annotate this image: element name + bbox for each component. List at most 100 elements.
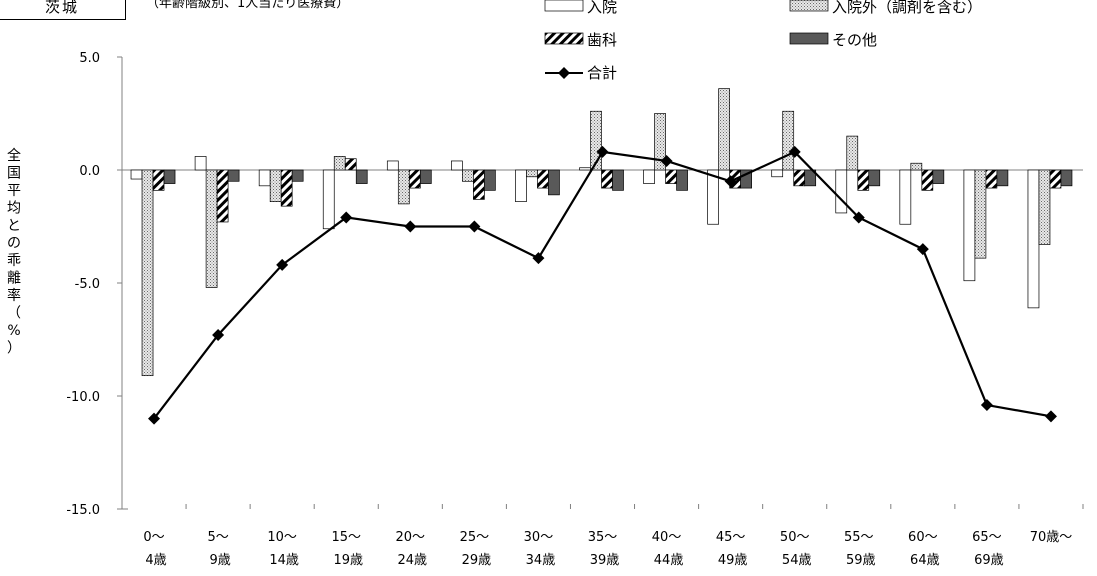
total-marker bbox=[788, 145, 801, 158]
bar-dotted bbox=[141, 169, 154, 377]
bar-dotted bbox=[910, 162, 923, 171]
y-axis-title-char: ） bbox=[7, 341, 21, 357]
y-axis-title-char: 乖 bbox=[7, 253, 21, 269]
legend-swatch-white bbox=[544, 0, 584, 12]
bar-hatched bbox=[408, 169, 421, 189]
x-tick-label: 55〜 bbox=[844, 530, 874, 545]
y-axis-title-char: （ bbox=[7, 306, 21, 322]
total-marker bbox=[212, 328, 225, 341]
bar-hatched bbox=[537, 169, 549, 189]
bar-dotted bbox=[654, 113, 666, 171]
x-tick-label: 30〜 bbox=[524, 530, 554, 545]
x-tick-label-sub: 59歳 bbox=[846, 553, 876, 568]
y-axis-title-char: 平 bbox=[7, 183, 21, 199]
bar-dotted bbox=[782, 110, 795, 171]
total-marker bbox=[404, 220, 417, 233]
bar-dark bbox=[1060, 169, 1073, 187]
x-tick-label-sub: 4歳 bbox=[145, 553, 166, 568]
x-tick-label: 65〜 bbox=[972, 530, 1002, 545]
y-axis-title-char: 率 bbox=[7, 287, 21, 304]
total-marker bbox=[724, 175, 737, 188]
bar-dark bbox=[932, 169, 945, 184]
bar-dark bbox=[291, 169, 304, 182]
bar-white bbox=[386, 160, 399, 171]
x-tick-label: 45〜 bbox=[716, 530, 746, 545]
x-tick-label-sub: 19歳 bbox=[333, 553, 363, 568]
bar-dotted bbox=[526, 169, 538, 178]
x-tick-label-sub: 39歳 bbox=[590, 553, 620, 568]
y-tick-label: 5.0 bbox=[79, 51, 100, 66]
total-marker bbox=[852, 211, 865, 224]
total-marker bbox=[148, 412, 161, 425]
total-marker bbox=[340, 211, 353, 224]
x-tick-label: 40〜 bbox=[652, 530, 682, 545]
total-marker bbox=[916, 243, 929, 256]
bar-white bbox=[515, 169, 527, 202]
bar-dark bbox=[484, 169, 496, 191]
bar-hatched bbox=[601, 169, 613, 189]
bar-hatched bbox=[1049, 169, 1062, 189]
bar-hatched bbox=[280, 169, 293, 207]
legend-swatch-hatched bbox=[544, 32, 584, 45]
y-axis-title-char: 均 bbox=[7, 201, 21, 217]
prefecture-label: 茨城 bbox=[0, 0, 126, 20]
y-tick-label: 0.0 bbox=[79, 164, 100, 179]
bar-hatched bbox=[216, 169, 229, 223]
bar-white bbox=[835, 169, 848, 214]
bar-hatched bbox=[665, 169, 677, 184]
bar-white bbox=[194, 156, 207, 171]
x-tick-label-sub: 29歳 bbox=[462, 553, 492, 568]
y-tick-label: -15.0 bbox=[66, 503, 100, 518]
bar-dotted bbox=[205, 169, 218, 288]
x-tick-label-sub: 49歳 bbox=[718, 553, 748, 568]
bar-white bbox=[771, 169, 784, 178]
y-axis-title-char: % bbox=[7, 323, 20, 339]
bar-white bbox=[451, 160, 463, 171]
x-tick-label: 50〜 bbox=[780, 530, 810, 545]
x-tick-label-sub: 69歳 bbox=[974, 553, 1004, 568]
legend-label: 入院外（調剤を含む） bbox=[832, 0, 982, 16]
bar-dark bbox=[355, 169, 368, 184]
bar-hatched bbox=[793, 169, 806, 187]
total-marker bbox=[532, 252, 545, 265]
bar-dotted bbox=[974, 169, 987, 259]
x-tick-label-sub: 9歳 bbox=[209, 553, 230, 568]
x-tick-label: 60〜 bbox=[908, 530, 938, 545]
total-marker bbox=[980, 399, 993, 412]
bar-dark bbox=[612, 169, 624, 191]
bar-dotted bbox=[590, 110, 602, 171]
bar-dotted bbox=[1038, 169, 1051, 245]
x-tick-label: 5〜 bbox=[207, 530, 228, 545]
bar-dark bbox=[676, 169, 688, 191]
bar-hatched bbox=[857, 169, 870, 191]
bar-hatched bbox=[921, 169, 934, 191]
legend-swatch-dotted bbox=[789, 0, 829, 12]
total-marker bbox=[468, 220, 481, 233]
x-tick-label-sub: 34歳 bbox=[526, 553, 556, 568]
x-tick-label-sub: 24歳 bbox=[398, 553, 428, 568]
bar-hatched bbox=[985, 169, 998, 189]
y-axis-title-char: の bbox=[7, 236, 21, 252]
y-axis-title-char: と bbox=[7, 218, 21, 234]
legend-label: その他 bbox=[832, 31, 877, 49]
total-marker bbox=[1044, 410, 1057, 423]
x-tick-label-sub: 64歳 bbox=[910, 553, 940, 568]
bar-hatched bbox=[152, 169, 165, 191]
bar-white bbox=[963, 169, 976, 282]
bar-dotted bbox=[397, 169, 410, 205]
total-marker bbox=[660, 154, 673, 167]
x-tick-label: 35〜 bbox=[588, 530, 618, 545]
y-axis-title-char: 離 bbox=[7, 270, 21, 287]
x-tick-label: 70歳〜 bbox=[1030, 530, 1073, 545]
bar-dotted bbox=[333, 156, 346, 171]
bar-dark bbox=[868, 169, 881, 187]
bar-white bbox=[707, 169, 719, 225]
y-axis-title-char: 国 bbox=[7, 166, 21, 182]
x-tick-label: 10〜 bbox=[267, 530, 297, 545]
bar-dark bbox=[740, 169, 752, 189]
legend-label: 合計 bbox=[587, 64, 617, 82]
x-tick-label: 25〜 bbox=[460, 530, 490, 545]
bar-dark bbox=[227, 169, 240, 182]
bar-dark bbox=[163, 169, 176, 184]
bar-white bbox=[899, 169, 912, 225]
